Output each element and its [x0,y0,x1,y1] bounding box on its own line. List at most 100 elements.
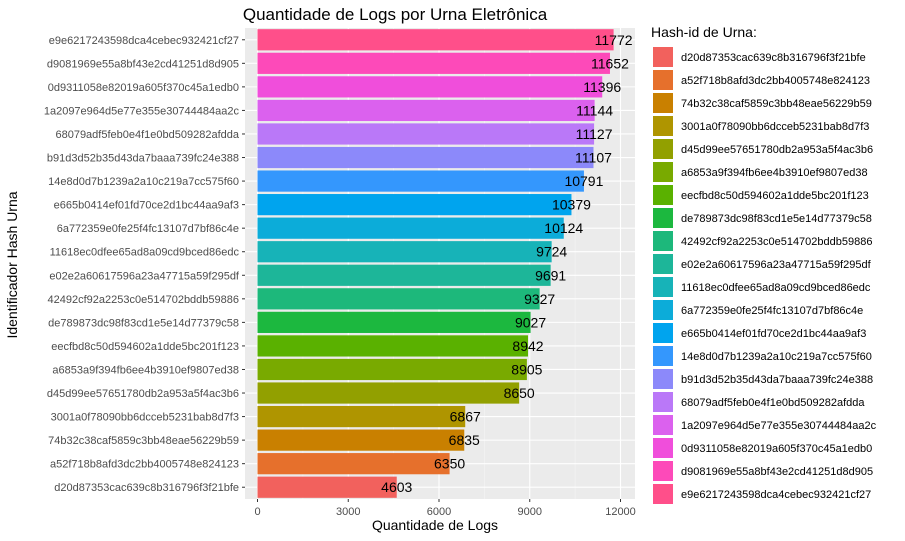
legend-swatch [653,392,673,412]
y-tick-label: e02e2a60617596a23a47715a59f295df [49,270,240,282]
x-tick-label: 3000 [336,506,360,518]
legend-items: d20d87353cac639c8b316796f3f21bfe a52f718b… [653,47,877,504]
legend-swatch [653,47,673,67]
legend-label: 68079adf5feb0e4f1e0bd509282afdda [681,397,865,409]
legend-swatch [653,139,673,159]
legend-swatch [653,162,673,182]
y-axis-ticks: e9e6217243598dca4cebec932421cf27 d9081969… [44,35,245,494]
bar [257,405,466,428]
y-tick-label: a6853a9f394fb6ee4b3910ef9807ed38 [52,364,239,376]
x-axis-ticks: 0 3000 6000 9000 12000 [254,499,636,518]
legend-label: e02e2a60617596a23a47715a59f295df [681,259,872,271]
y-axis-title: Identificador Hash Urna [4,191,20,338]
y-tick-label: 0d9311058e82019a605f370c45a1edb0 [48,82,239,94]
y-tick-label: d20d87353cac639c8b316796f3f21bfe [54,482,239,494]
bar [257,382,520,404]
legend-label: 14e8d0d7b1239a2a10c219a7cc575f60 [681,351,872,363]
legend-label: 3001a0f78090bb6dcceb5231bab8d7f3 [681,121,869,133]
chart-title: Quantidade de Logs por Urna Eletrônica [243,5,548,24]
legend-swatch [653,93,673,113]
legend-label: d45d99ee57651780db2a953a5f4ac3b6 [681,144,873,156]
bar [257,52,610,74]
legend-label: a6853a9f394fb6ee4b3910ef9807ed38 [681,167,868,179]
y-tick-label: 3001a0f78090bb6dcceb5231bab8d7f3 [51,412,239,424]
bar [257,288,540,310]
bar-value-label: 6867 [450,409,481,425]
bar [257,76,603,98]
bar [257,99,595,122]
legend-swatch [653,415,673,435]
bar-value-label: 8905 [511,361,542,377]
legend-swatch [653,116,673,136]
y-tick-label: 68079adf5feb0e4f1e0bd509282afdda [55,129,239,141]
x-tick-label: 9000 [518,506,542,518]
bar [257,123,595,145]
legend-label: 42492cf92a2253c0e514702bddb59886 [681,236,872,248]
bars-group [257,29,614,498]
legend-title: Hash-id de Urna: [651,24,757,40]
data-labels-group: 11772 11652 11396 11144 11127 11107 10791 10379… [381,32,633,495]
legend-label: d9081969e55a8bf43e2cd41251d8d905 [681,466,873,478]
y-tick-label: e665b0414ef01fd70ce2d1bc44aa9af3 [54,200,239,212]
plot-panel [245,28,635,499]
bar-value-label: 6835 [449,432,480,448]
legend-label: 1a2097e964d5e77e355e30744484aa2c [681,420,877,432]
bar [257,335,528,357]
bar [257,170,584,192]
legend-label: 11618ec0dfee65ad8a09cd9bced86edc [681,282,871,294]
bar [257,241,552,263]
bar-value-label: 9327 [524,291,555,307]
bar-value-label: 6350 [434,456,465,472]
legend-label: 0d9311058e82019a605f370c45a1edb0 [681,443,872,455]
legend-label: e665b0414ef01fd70ce2d1bc44aa9af3 [681,328,866,340]
legend-swatch [653,323,673,343]
bar [257,476,397,498]
x-tick-label: 12000 [605,506,636,518]
bar-value-label: 10124 [544,220,583,236]
y-tick-label: eecfbd8c50d594602a1dde5bc201f123 [51,341,239,353]
bar-value-label: 11144 [576,102,613,118]
y-tick-label: 1a2097e964d5e77e355e30744484aa2c [44,105,240,117]
legend-label: eecfbd8c50d594602a1dde5bc201f123 [681,190,869,202]
legend: Hash-id de Urna: d20d87353cac639c8b31679… [651,24,877,504]
legend-swatch [653,231,673,251]
bar-value-label: 11652 [591,55,629,71]
bar-value-label: 8650 [504,385,535,401]
legend-label: e9e6217243598dca4cebec932421cf27 [681,489,871,501]
legend-swatch [653,185,673,205]
legend-label: de789873dc98f83cd1e5e14d77379c58 [681,213,872,225]
y-tick-label: b91d3d52b35d43da7baaa739fc24e388 [47,153,239,165]
legend-label: d20d87353cac639c8b316796f3f21bfe [681,52,866,64]
bar [257,358,527,381]
y-tick-label: d45d99ee57651780db2a953a5f4ac3b6 [47,388,239,400]
legend-swatch [653,461,673,481]
legend-swatch [653,254,673,274]
legend-label: 74b32c38caf5859c3bb48eae56229b59 [681,98,872,110]
bar-value-label: 9724 [536,244,567,260]
legend-swatch [653,70,673,90]
plot-area: 11772 11652 11396 11144 11127 11107 10791 10379… [245,28,635,499]
bar-value-label: 10379 [552,197,591,213]
legend-swatch [653,438,673,458]
legend-swatch [653,346,673,366]
bar [257,311,531,333]
legend-swatch [653,300,673,320]
legend-label: a52f718b8afd3dc2bb4005748e824123 [681,75,870,87]
y-tick-label: de789873dc98f83cd1e5e14d77379c58 [48,317,239,329]
legend-label: 6a772359e0fe25f4fc13107d7bf86c4e [681,305,863,317]
bar-value-label: 11127 [576,126,613,142]
y-tick-label: 11618ec0dfee65ad8a09cd9bced86edc [50,247,240,259]
bar [257,217,564,239]
legend-swatch [653,484,673,504]
legend-swatch [653,277,673,297]
legend-swatch [653,208,673,228]
bar [257,429,465,451]
y-tick-label: d9081969e55a8bf43e2cd41251d8d905 [47,58,239,70]
bar [257,194,572,216]
bar [257,453,450,475]
y-tick-label: e9e6217243598dca4cebec932421cf27 [49,35,239,47]
legend-label: b91d3d52b35d43da7baaa739fc24e388 [681,374,873,386]
x-axis-title: Quantidade de Logs [372,517,498,533]
y-tick-label: 42492cf92a2253c0e514702bddb59886 [48,294,239,306]
